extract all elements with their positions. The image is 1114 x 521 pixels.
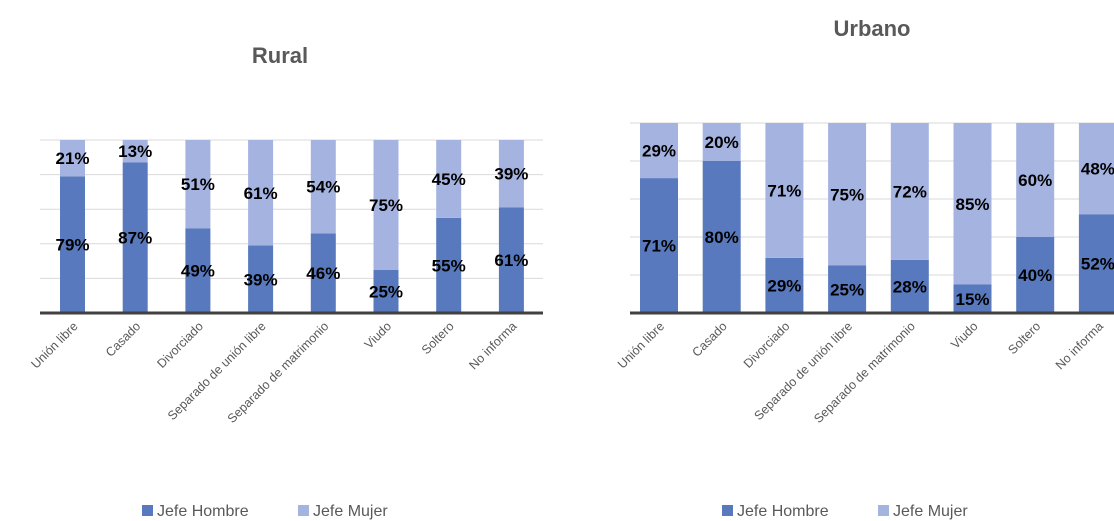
data-label-jefe-mujer: 13% [118,142,152,161]
category-label: Unión libre [28,319,80,371]
data-label-jefe-hombre: 52% [1081,255,1114,274]
category-label: Separado de matrimonio [811,319,918,426]
bar-jefe-mujer-separado-de-matrimonio [310,140,336,234]
legend-label-jefe-mujer: Jefe Mujer [313,503,388,520]
category-label: Divorciado [154,319,206,371]
data-label-jefe-mujer: 51% [181,175,215,194]
chart-urbano-svg: Urbano 71%29%Unión libre80%20%Casado29%7… [615,16,1114,520]
data-label-jefe-mujer: 71% [767,181,801,200]
plot-area: 71% 29% Unión libre 80% 20% Casado 29% 71% Divor… [615,122,1114,426]
bar-jefe-hombre-viudo [953,284,992,313]
data-label-jefe-mujer: 75% [830,185,864,204]
data-label-jefe-hombre: 49% [181,262,215,281]
bar-jefe-hombre-union-libre [640,178,678,313]
data-label-jefe-mujer: 29% [642,142,676,161]
data-label-jefe-hombre: 29% [767,276,801,295]
chart-title: Rural [252,43,308,68]
legend-label-jefe-mujer: Jefe Mujer [893,503,968,520]
chart-rural-svg: Rural 79% 21% Unión libre 87% 13% Casado 49% 51… [28,43,543,520]
chart-urbano: Urbano 71% 29% Unión libre 80% 20% Casado 29% 7… [580,0,1114,521]
category-label: Casado [689,319,729,359]
data-label-jefe-mujer: 48% [1081,160,1114,179]
bar-jefe-mujer-divorciado [185,140,211,229]
bar-jefe-hombre-no-informa [498,207,524,313]
bar-jefe-hombre-union-libre [60,176,85,313]
data-label-jefe-hombre: 28% [893,277,927,296]
bar-jefe-mujer-no-informa [1078,123,1114,215]
legend-label-jefe-hombre: Jefe Hombre [737,503,829,520]
bar-jefe-hombre-soltero [1016,237,1055,313]
data-label-jefe-mujer: 21% [55,149,89,168]
data-label-jefe-mujer: 39% [494,165,528,184]
plot-area: 79% 21% Unión libre 87% 13% Casado 49% 51% Divor… [28,139,543,426]
chart-rural: Rural 79% 21% Unión libre 87% 13% Casado 49% 51… [28,43,543,520]
bar-jefe-hombre-casado [702,161,741,313]
data-label-jefe-hombre: 61% [494,251,528,270]
data-label-jefe-mujer: 75% [369,196,403,215]
data-label-jefe-mujer: 20% [705,133,739,152]
data-label-jefe-mujer: 85% [955,195,989,214]
bar-jefe-mujer-viudo [953,123,992,285]
data-label-jefe-hombre: 46% [306,264,340,283]
bar-jefe-hombre-divorciado [185,228,211,313]
bar-jefe-mujer-union-libre [640,123,678,179]
category-label: Separado de matrimonio [225,319,332,426]
category-label: Viudo [948,319,980,351]
data-label-jefe-hombre: 79% [55,236,89,255]
category-label: Divorciado [741,319,793,371]
legend-swatch-jefe-mujer [298,505,309,516]
legend-swatch-jefe-hombre [722,505,733,516]
data-label-jefe-hombre: 25% [830,280,864,299]
bar-jefe-hombre-separado-de-union-libre [828,265,867,313]
category-label: Unión libre [615,319,667,371]
chart-title: Urbano [834,16,911,41]
bar-jefe-hombre-no-informa [1078,214,1114,313]
bar-jefe-hombre-viudo [373,269,399,313]
data-label-jefe-hombre: 55% [432,256,466,275]
legend: Jefe Hombre Jefe Mujer [142,503,388,520]
bar-jefe-hombre-separado-de-union-libre [248,245,274,313]
bar-jefe-mujer-divorciado [765,123,804,258]
data-label-jefe-hombre: 25% [369,282,403,301]
bar-jefe-hombre-soltero [436,217,462,313]
bar-jefe-hombre-separado-de-matrimonio [310,233,336,313]
bar-jefe-mujer-soltero [436,140,462,218]
data-label-jefe-hombre: 80% [705,228,739,247]
category-label: No informa [466,319,519,372]
legend: Jefe Hombre Jefe Mujer [722,503,968,520]
bar-jefe-mujer-separado-de-union-libre [828,123,867,266]
bar-jefe-hombre-separado-de-matrimonio [890,259,929,313]
data-label-jefe-hombre: 87% [118,229,152,248]
data-label-jefe-mujer: 60% [1018,171,1052,190]
bar-jefe-mujer-separado-de-matrimonio [890,123,929,260]
bar-jefe-mujer-no-informa [498,140,524,208]
bar-jefe-mujer-union-libre [60,140,85,177]
bar-jefe-mujer-casado [122,140,148,163]
data-label-jefe-mujer: 72% [893,182,927,201]
data-label-jefe-mujer: 54% [306,178,340,197]
data-label-jefe-hombre: 39% [244,270,278,289]
legend-swatch-jefe-hombre [142,505,153,516]
bar-jefe-mujer-separado-de-union-libre [248,140,274,246]
bar-jefe-mujer-soltero [1016,123,1055,237]
legend-swatch-jefe-mujer [878,505,889,516]
category-label: Viudo [362,319,394,351]
data-label-jefe-mujer: 45% [432,170,466,189]
legend-label-jefe-hombre: Jefe Hombre [157,503,249,520]
category-label: Soltero [1005,319,1043,357]
bar-jefe-hombre-divorciado [765,257,804,313]
bar-jefe-mujer-viudo [373,140,399,270]
data-label-jefe-hombre: 40% [1018,266,1052,285]
data-label-jefe-mujer: 61% [244,184,278,203]
data-label-jefe-hombre: 71% [642,237,676,256]
category-label: Casado [103,319,143,359]
category-label: Soltero [419,319,457,357]
data-label-jefe-hombre: 15% [955,290,989,309]
bar-jefe-mujer-casado [702,123,741,161]
bar-jefe-hombre-casado [122,162,148,313]
category-label: No informa [1053,319,1106,372]
